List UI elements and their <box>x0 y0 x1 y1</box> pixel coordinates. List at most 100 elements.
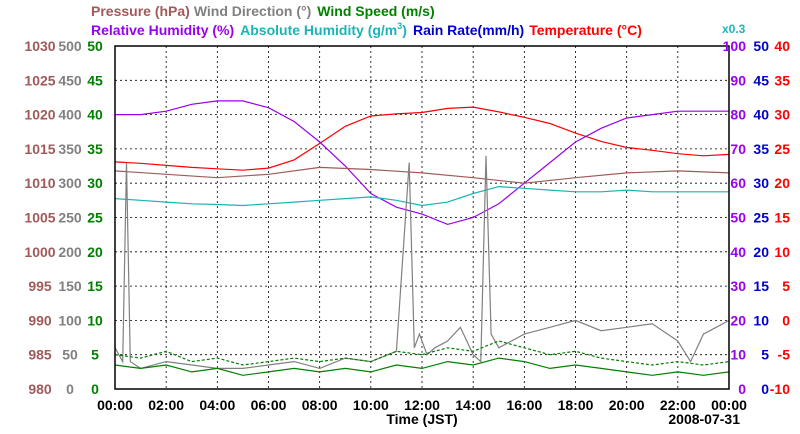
y-tick-pressure: 980 <box>28 381 52 397</box>
x-tick-label: 00:00 <box>711 397 747 413</box>
y-tick-pressure: 1015 <box>24 141 55 157</box>
series-line-abs_humidity <box>114 185 729 207</box>
y-tick-pressure: 995 <box>28 278 52 294</box>
y-tick-wind_speed: 0 <box>91 381 99 397</box>
y-tick-wind_direction: 400 <box>58 107 82 123</box>
y-tick-rain: 45 <box>753 72 769 88</box>
grid <box>115 46 729 389</box>
series-line-wind_speed-max <box>114 340 730 366</box>
x-tick-label: 20:00 <box>609 397 645 413</box>
y-tick-rain: 30 <box>753 175 769 191</box>
y-tick-rain: 35 <box>753 141 769 157</box>
y-tick-humidity: 0 <box>738 381 746 397</box>
y-tick-pressure: 1030 <box>24 38 55 54</box>
legend-pressure: Pressure (hPa) <box>91 3 190 19</box>
y-tick-temperature: 35 <box>774 72 790 88</box>
y-tick-rain: 15 <box>753 278 769 294</box>
y-tick-pressure: 990 <box>28 312 52 328</box>
y-tick-humidity: 10 <box>730 347 746 363</box>
y-tick-pressure: 1010 <box>24 175 55 191</box>
y-tick-wind_speed: 25 <box>87 210 103 226</box>
y-tick-wind_speed: 30 <box>87 175 103 191</box>
y-tick-pressure: 985 <box>28 347 52 363</box>
x-tick-label: 02:00 <box>148 397 184 413</box>
y-tick-humidity: 40 <box>730 244 746 260</box>
y-tick-rain: 40 <box>753 107 769 123</box>
y-tick-humidity: 90 <box>730 72 746 88</box>
y-tick-pressure: 1020 <box>24 107 55 123</box>
x-tick-label: 04:00 <box>199 397 235 413</box>
y-tick-wind_direction: 100 <box>58 312 82 328</box>
y-tick-wind_speed: 35 <box>87 141 103 157</box>
y-tick-wind_direction: 300 <box>58 175 82 191</box>
y-tick-wind_direction: 0 <box>66 381 74 397</box>
y-tick-temperature: 10 <box>774 244 790 260</box>
y-tick-temperature: 15 <box>774 210 790 226</box>
x-tick-label: 18:00 <box>558 397 594 413</box>
y-tick-humidity: 50 <box>730 210 746 226</box>
series-line-wind_direction <box>114 155 730 370</box>
legend-temperature: Temperature (°C) <box>529 22 642 38</box>
x-tick-label: 22:00 <box>660 397 696 413</box>
y-tick-rain: 25 <box>753 210 769 226</box>
series-line-pressure <box>114 166 730 184</box>
y-tick-humidity: 70 <box>730 141 746 157</box>
y-tick-wind_direction: 200 <box>58 244 82 260</box>
legend-humidity: Relative Humidity (%) <box>91 22 234 38</box>
plot-frame <box>114 45 730 390</box>
y-tick-humidity: 30 <box>730 278 746 294</box>
y-tick-pressure: 1005 <box>24 210 55 226</box>
y-tick-humidity: 20 <box>730 312 746 328</box>
y-tick-temperature: 20 <box>774 175 790 191</box>
y-tick-wind_direction: 150 <box>58 278 82 294</box>
y-tick-wind_speed: 40 <box>87 107 103 123</box>
legend-rain: Rain Rate(mm/h) <box>413 22 524 38</box>
y-tick-wind_speed: 10 <box>87 312 103 328</box>
series-line-wind_speed <box>114 357 730 376</box>
x-tick-label: 10:00 <box>353 397 389 413</box>
y-tick-temperature: -10 <box>770 381 790 397</box>
x-axis-label: Time (JST) <box>386 411 457 427</box>
y-tick-wind_speed: 15 <box>87 278 103 294</box>
x-tick-label: 16:00 <box>506 397 542 413</box>
legend-abs-humidity: Absolute Humidity (g/m <box>240 22 397 38</box>
y-tick-rain: 50 <box>753 38 769 54</box>
rain-scale-note: x0.3 <box>722 22 746 36</box>
y-tick-wind_speed: 45 <box>87 72 103 88</box>
y-tick-wind_direction: 250 <box>58 210 82 226</box>
y-tick-temperature: 25 <box>774 141 790 157</box>
series-line-temperature <box>114 106 730 171</box>
date-label: 2008-07-31 <box>668 411 740 427</box>
y-tick-rain: 0 <box>761 381 769 397</box>
y-tick-humidity: 60 <box>730 175 746 191</box>
legend-abs-superscript: 3 <box>397 21 402 31</box>
legend: Pressure (hPa) Wind Direction (°) Wind Spe… <box>91 3 746 38</box>
legend-wind-direction: Wind Direction (°) <box>194 3 311 19</box>
y-tick-pressure: 1025 <box>24 72 55 88</box>
y-tick-pressure: 1000 <box>24 244 55 260</box>
y-tick-temperature: 0 <box>782 312 790 328</box>
y-tick-wind_speed: 50 <box>87 38 103 54</box>
x-tick-label: 06:00 <box>251 397 287 413</box>
y-tick-wind_direction: 450 <box>58 72 82 88</box>
legend-wind-speed: Wind Speed (m/s) <box>317 3 434 19</box>
x-tick-label: 08:00 <box>302 397 338 413</box>
y-tick-temperature: 5 <box>782 278 790 294</box>
y-tick-wind_direction: 500 <box>58 38 82 54</box>
y-tick-temperature: 40 <box>774 38 790 54</box>
y-tick-temperature: -5 <box>778 347 791 363</box>
y-tick-humidity: 100 <box>723 38 747 54</box>
y-tick-humidity: 80 <box>730 107 746 123</box>
series-lines <box>114 100 730 376</box>
y-tick-rain: 5 <box>761 347 769 363</box>
legend-abs-close: ) <box>402 22 407 38</box>
y-tick-temperature: 30 <box>774 107 790 123</box>
svg-text:Relative Humidity (%)Absolute: Relative Humidity (%) Absolute Humidity (… <box>91 21 642 38</box>
x-tick-label: 00:00 <box>97 397 133 413</box>
y-tick-wind_direction: 350 <box>58 141 82 157</box>
y-tick-wind_speed: 20 <box>87 244 103 260</box>
x-tick-label: 12:00 <box>404 397 440 413</box>
y-tick-rain: 20 <box>753 244 769 260</box>
y-tick-wind_speed: 5 <box>91 347 99 363</box>
